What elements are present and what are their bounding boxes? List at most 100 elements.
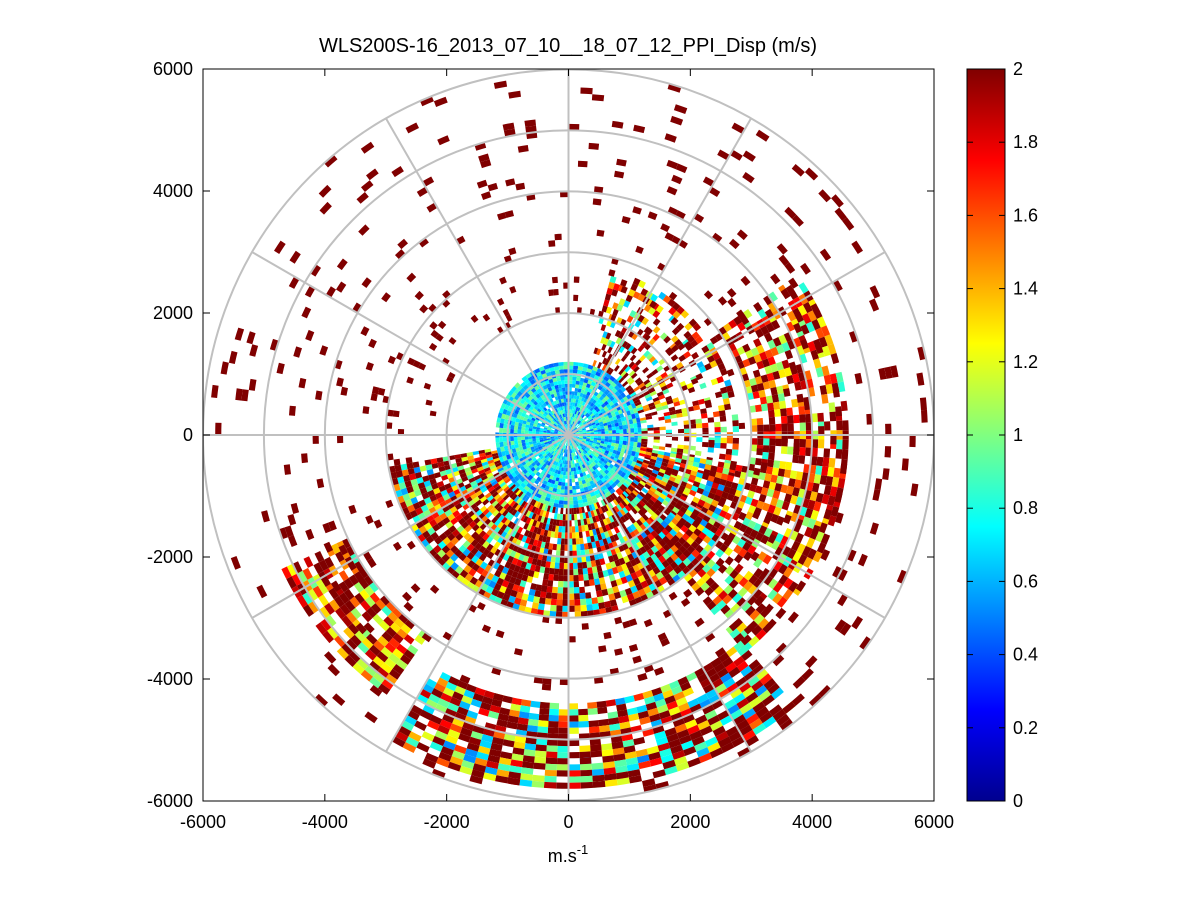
data-cell xyxy=(772,370,781,380)
data-cell xyxy=(592,410,598,415)
data-cell xyxy=(520,561,528,569)
data-cell xyxy=(577,446,581,450)
data-cell xyxy=(525,444,531,449)
data-cell xyxy=(613,283,621,291)
data-cell xyxy=(519,705,531,713)
data-cell xyxy=(544,496,551,502)
data-cell xyxy=(669,561,679,570)
data-cell xyxy=(633,427,638,433)
data-cell xyxy=(573,575,579,582)
data-cell xyxy=(430,531,439,541)
data-cell xyxy=(571,508,574,515)
data-cell xyxy=(613,533,620,541)
data-cell xyxy=(364,585,375,597)
data-cell xyxy=(647,540,655,549)
data-cell xyxy=(619,589,627,598)
data-cell xyxy=(670,354,679,362)
data-cell xyxy=(653,430,660,434)
data-cell xyxy=(541,381,547,387)
data-cell xyxy=(454,712,467,722)
data-cell xyxy=(578,708,588,716)
data-cell xyxy=(361,637,374,650)
data-cell xyxy=(778,369,787,379)
data-cell xyxy=(633,366,640,373)
data-cell xyxy=(617,394,623,401)
data-cell xyxy=(649,486,657,493)
data-cell xyxy=(753,354,762,363)
data-cell xyxy=(768,416,776,425)
data-cell xyxy=(746,595,757,606)
data-cell xyxy=(596,368,603,374)
data-cell xyxy=(668,406,676,412)
data-cell xyxy=(659,426,666,431)
data-cell xyxy=(837,568,848,582)
data-cell xyxy=(592,441,597,444)
data-cell xyxy=(595,559,601,567)
data-cell xyxy=(666,700,678,711)
data-cell xyxy=(580,543,585,551)
data-cell xyxy=(688,524,697,533)
data-cell xyxy=(770,273,781,285)
data-cell xyxy=(491,450,498,455)
data-cell xyxy=(563,587,569,594)
data-cell xyxy=(565,413,568,417)
data-cell xyxy=(757,424,764,432)
data-cell xyxy=(429,519,438,528)
data-cell xyxy=(530,471,536,478)
data-cell xyxy=(822,457,830,467)
data-cell xyxy=(522,395,528,402)
data-cell xyxy=(535,403,541,409)
data-cell xyxy=(504,210,514,218)
data-cell xyxy=(540,424,545,428)
data-cell xyxy=(546,452,551,457)
data-cell xyxy=(700,413,708,419)
data-cell xyxy=(577,426,581,429)
data-cell xyxy=(530,477,537,483)
data-cell xyxy=(651,452,658,458)
data-cell xyxy=(533,500,539,508)
data-cell xyxy=(747,505,757,514)
data-cell xyxy=(629,455,635,462)
data-cell xyxy=(749,529,759,539)
data-cell xyxy=(628,445,634,451)
data-cell xyxy=(625,488,632,495)
data-cell xyxy=(495,556,503,565)
data-cell xyxy=(767,339,776,350)
data-cell xyxy=(687,386,696,394)
data-cell xyxy=(496,496,503,503)
data-cell xyxy=(756,500,765,510)
data-cell xyxy=(668,591,678,601)
data-cell xyxy=(688,318,698,327)
data-cell xyxy=(733,316,743,326)
data-cell xyxy=(452,499,460,507)
data-cell xyxy=(603,459,608,465)
data-cell xyxy=(528,569,535,578)
data-cell xyxy=(582,501,589,507)
data-cell xyxy=(781,423,788,432)
data-cell xyxy=(302,592,314,605)
data-cell xyxy=(594,396,599,402)
data-cell xyxy=(756,448,763,456)
data-cell xyxy=(588,579,595,586)
data-cell xyxy=(531,506,537,513)
data-cell xyxy=(537,553,544,561)
data-cell xyxy=(821,365,830,376)
data-cell xyxy=(628,389,635,396)
data-cell xyxy=(599,421,604,425)
data-cell xyxy=(600,387,607,393)
data-cell xyxy=(653,466,661,472)
data-cell xyxy=(675,521,684,530)
data-cell xyxy=(549,561,556,569)
data-cell xyxy=(535,466,541,472)
data-cell xyxy=(597,455,602,460)
data-cell xyxy=(559,562,564,570)
data-cell xyxy=(601,466,607,472)
data-cell xyxy=(723,462,731,470)
data-cell xyxy=(698,752,713,763)
data-cell xyxy=(703,501,711,510)
data-cell xyxy=(663,573,673,582)
data-cell xyxy=(680,597,691,607)
data-cell xyxy=(620,477,627,484)
data-cell xyxy=(448,525,457,533)
data-cell xyxy=(323,541,334,553)
